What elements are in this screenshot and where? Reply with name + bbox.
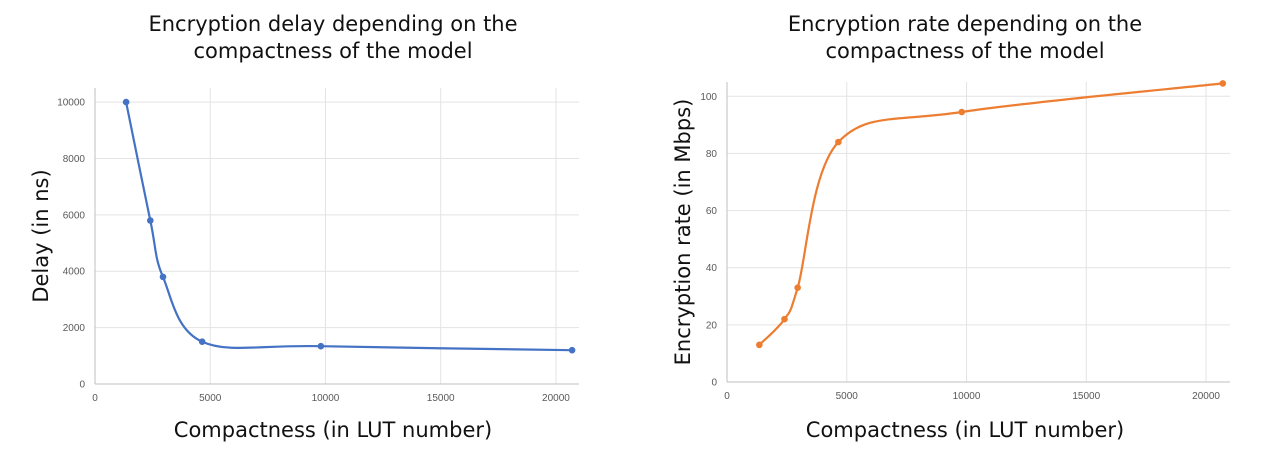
y-tick-label: 100	[700, 92, 717, 103]
chart-title-line: Encryption rate depending on the	[788, 12, 1142, 36]
x-tick-label: 10000	[953, 391, 981, 402]
chart-title-line: Encryption delay depending on the	[148, 12, 517, 36]
data-point	[147, 217, 154, 224]
series-line	[125, 101, 574, 352]
rate-chart: Encryption rate depending on the compactn…	[671, 12, 1230, 442]
x-tick-label: 10000	[312, 393, 340, 404]
data-point	[568, 346, 576, 354]
data-point	[122, 98, 130, 106]
y-tick-label: 0	[79, 380, 85, 391]
y-tick-label: 20	[706, 320, 718, 331]
x-tick-label: 5000	[836, 391, 859, 402]
y-tick-label: 10000	[57, 98, 85, 109]
data-point	[198, 338, 206, 346]
data-point	[781, 315, 788, 323]
y-tick-label: 80	[706, 149, 718, 160]
delay-chart: Encryption delay depending on the compact…	[29, 12, 579, 442]
y-tick-label: 4000	[63, 267, 86, 278]
x-tick-label: 20000	[542, 393, 570, 404]
x-tick-label: 5000	[199, 393, 222, 404]
data-point	[317, 342, 325, 350]
x-tick-label: 20000	[1192, 391, 1220, 402]
x-tick-label: 15000	[427, 393, 455, 404]
x-axis-title: Compactness (in LUT number)	[174, 418, 492, 442]
y-tick-label: 60	[706, 206, 718, 217]
x-tick-label: 15000	[1072, 391, 1100, 402]
y-tick-label: 2000	[63, 323, 86, 334]
series-line	[758, 82, 1224, 346]
chart-title-line: compactness of the model	[193, 39, 472, 63]
y-tick-label: 40	[706, 263, 718, 274]
y-tick-label: 8000	[63, 154, 86, 165]
data-point	[756, 341, 763, 349]
y-tick-label: 0	[711, 378, 717, 389]
data-point	[1219, 80, 1227, 87]
data-point	[835, 138, 842, 146]
y-axis-title: Encryption rate (in Mbps)	[671, 99, 695, 366]
y-axis-title: Delay (in ns)	[29, 169, 53, 302]
y-tick-label: 6000	[63, 210, 86, 221]
chart-title-line: compactness of the model	[825, 39, 1104, 63]
data-point	[794, 284, 801, 292]
x-tick-label: 0	[724, 391, 730, 402]
x-axis-title: Compactness (in LUT number)	[806, 418, 1124, 442]
data-point	[159, 273, 167, 281]
x-tick-label: 0	[92, 393, 98, 404]
data-point	[958, 108, 966, 116]
